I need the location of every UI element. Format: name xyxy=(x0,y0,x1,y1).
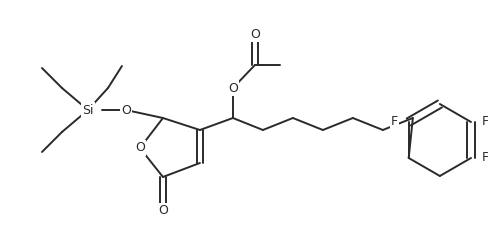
Text: O: O xyxy=(121,104,131,117)
Text: O: O xyxy=(250,27,260,41)
Text: F: F xyxy=(391,115,398,128)
Text: O: O xyxy=(158,204,168,218)
Text: O: O xyxy=(228,82,238,95)
Text: F: F xyxy=(482,152,488,164)
Text: Si: Si xyxy=(82,104,94,117)
Text: F: F xyxy=(482,115,488,128)
Text: O: O xyxy=(135,142,145,155)
